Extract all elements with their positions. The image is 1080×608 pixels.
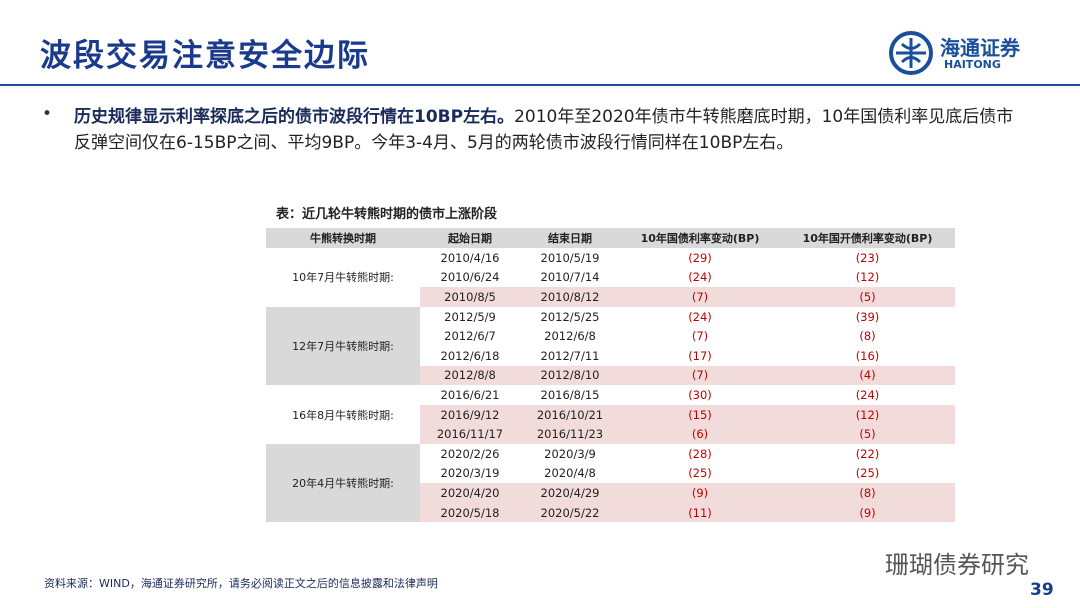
table-cell: (24) bbox=[688, 309, 712, 324]
table-cell: 2012/6/18 bbox=[440, 348, 500, 363]
logo-icon bbox=[889, 31, 933, 75]
table-cell: (24) bbox=[855, 387, 880, 402]
column-header: 牛熊转换时期 bbox=[266, 228, 420, 248]
table-row: 2012/6/7 2012/6/8 (7) (8) bbox=[266, 326, 955, 346]
table-row: 2016/11/17 2016/11/23 (6) (5) bbox=[266, 424, 955, 444]
table-cell: 2020/3/19 bbox=[440, 466, 500, 481]
table-row: 2020/4/20 2020/4/29 (9) (8) bbox=[266, 483, 955, 503]
table-row: 12年7月牛转熊时期: 2012/5/9 2012/5/25 (24) (39) bbox=[266, 306, 955, 386]
table-cell: (22) bbox=[855, 446, 880, 461]
table-cell: 2010/8/5 bbox=[420, 287, 520, 307]
table-cell: (8) bbox=[780, 483, 955, 503]
table-cell: (5) bbox=[780, 287, 955, 307]
logo-en: HAITONG bbox=[944, 58, 1001, 71]
table-row: 2020/3/19 2020/4/8 (25) (25) bbox=[266, 464, 955, 484]
table-cell: (28) bbox=[688, 446, 712, 461]
table-cell: (29) bbox=[688, 250, 712, 265]
table-cell: (9) bbox=[620, 483, 780, 503]
table-cell: (23) bbox=[855, 250, 880, 265]
group-label: 20年4月牛转熊时期: bbox=[266, 443, 420, 523]
table-cell: 2016/8/15 bbox=[540, 387, 600, 402]
table-cell: 2010/6/24 bbox=[440, 270, 500, 285]
group-label: 12年7月牛转熊时期: bbox=[266, 306, 420, 386]
table-cell: 2012/8/8 bbox=[420, 365, 520, 386]
table-cell: (12) bbox=[780, 404, 955, 425]
table-cell: (7) bbox=[691, 329, 709, 344]
table-cell: 2020/4/29 bbox=[520, 483, 620, 503]
table-row: 10年7月牛转熊时期: 2010/4/16 2010/5/19 (29) (23) bbox=[266, 248, 955, 307]
table-caption: 表：近几轮牛转熊时期的债市上涨阶段 bbox=[276, 207, 498, 222]
table-cell: (25) bbox=[855, 466, 880, 481]
group-label: 10年7月牛转熊时期: bbox=[266, 248, 420, 307]
source: 资料来源：WIND，海通证券研究所，请务必阅读正文之后的信息披露和法律声明 bbox=[44, 577, 438, 590]
bullet-text: 历史规律显示利率探底之后的债市波段行情在10BP左右。2010年至2020年债市… bbox=[74, 104, 1024, 156]
table-cell: (5) bbox=[780, 424, 955, 444]
table-cell: 2010/4/16 bbox=[440, 250, 500, 265]
table-cell: 2016/10/21 bbox=[520, 404, 620, 425]
table-cell: (7) bbox=[620, 365, 780, 386]
table-cell: (7) bbox=[620, 287, 780, 307]
table-cell: (12) bbox=[855, 270, 880, 285]
table-cell: (17) bbox=[688, 348, 712, 363]
group-label: 16年8月牛转熊时期: bbox=[266, 385, 420, 444]
table-cell: 2012/6/7 bbox=[444, 329, 496, 344]
table-row: 20年4月牛转熊时期: 2020/2/26 2020/3/9 (28) (22) bbox=[266, 443, 955, 523]
table-cell: (30) bbox=[688, 387, 712, 402]
column-header: 起始日期 bbox=[420, 228, 520, 248]
table-cell: 2020/3/9 bbox=[544, 446, 596, 461]
table-cell: 2012/5/25 bbox=[540, 309, 600, 324]
table-cell: 2010/7/14 bbox=[540, 270, 600, 285]
table-row: 2020/5/18 2020/5/22 (11) (9) bbox=[266, 502, 955, 523]
table-cell: 2020/5/18 bbox=[420, 502, 520, 523]
table-cell: (6) bbox=[620, 424, 780, 444]
table-cell: 2012/5/9 bbox=[444, 309, 496, 324]
table-cell: (24) bbox=[688, 270, 712, 285]
bullet-lead: 历史规律显示利率探底之后的债市波段行情在10BP左右。 bbox=[74, 107, 515, 127]
table-cell: (39) bbox=[855, 309, 880, 324]
table-cell: (15) bbox=[620, 404, 780, 425]
table-row: 2016/9/12 2016/10/21 (15) (12) bbox=[266, 404, 955, 425]
table-cell: 2020/4/20 bbox=[420, 483, 520, 503]
bullet-body: 2010年至2020年债市牛转熊磨底时期，10年国债利率见底后债市反弹空间仅在6… bbox=[74, 107, 1014, 153]
table-cell: 2016/6/21 bbox=[440, 387, 500, 402]
table: 牛熊转换时期 起始日期 结束日期 10年国债利率变动(BP) 10年国开债利率变动(BP… bbox=[266, 228, 955, 523]
watermark: 珊瑚债券研究 bbox=[885, 551, 1029, 579]
table-cell: (8) bbox=[859, 329, 876, 344]
table-cell: (16) bbox=[855, 348, 880, 363]
table-cell: 2012/7/11 bbox=[540, 348, 600, 363]
table-cell: 2012/8/10 bbox=[520, 365, 620, 386]
table-cell: 2010/5/19 bbox=[540, 250, 600, 265]
table-cell: 2012/6/8 bbox=[544, 329, 596, 344]
table-cell: (4) bbox=[780, 365, 955, 386]
table-row: 2012/6/18 2012/7/11 (17) (16) bbox=[266, 346, 955, 366]
header-rule bbox=[0, 84, 1080, 86]
table-row: 2010/6/24 2010/7/14 (24) (12) bbox=[266, 268, 955, 288]
title: 波段交易注意安全边际 bbox=[40, 38, 370, 74]
table-cell: 2020/2/26 bbox=[440, 446, 500, 461]
table-cell: (11) bbox=[620, 502, 780, 523]
table-row: 2010/8/5 2010/8/12 (7) (5) bbox=[266, 287, 955, 307]
table-cell: 2020/5/22 bbox=[520, 502, 620, 523]
column-header: 10年国开债利率变动(BP) bbox=[780, 228, 955, 248]
table-cell: 2016/9/12 bbox=[420, 404, 520, 425]
column-header: 10年国债利率变动(BP) bbox=[620, 228, 780, 248]
logo-cn: 海通证券 bbox=[940, 36, 1020, 60]
table-cell: 2016/11/17 bbox=[420, 424, 520, 444]
table-cell: 2016/11/23 bbox=[520, 424, 620, 444]
bullet-dot: • bbox=[42, 104, 53, 124]
column-header: 结束日期 bbox=[520, 228, 620, 248]
table-cell: 2020/4/8 bbox=[544, 466, 596, 481]
table-cell: (25) bbox=[688, 466, 712, 481]
page-number: 39 bbox=[1030, 580, 1054, 600]
table-cell: 2010/8/12 bbox=[520, 287, 620, 307]
table-row: 16年8月牛转熊时期: 2016/6/21 2016/8/15 (30) (24) bbox=[266, 385, 955, 444]
table-row: 2012/8/8 2012/8/10 (7) (4) bbox=[266, 365, 955, 386]
table-cell: (9) bbox=[780, 502, 955, 523]
